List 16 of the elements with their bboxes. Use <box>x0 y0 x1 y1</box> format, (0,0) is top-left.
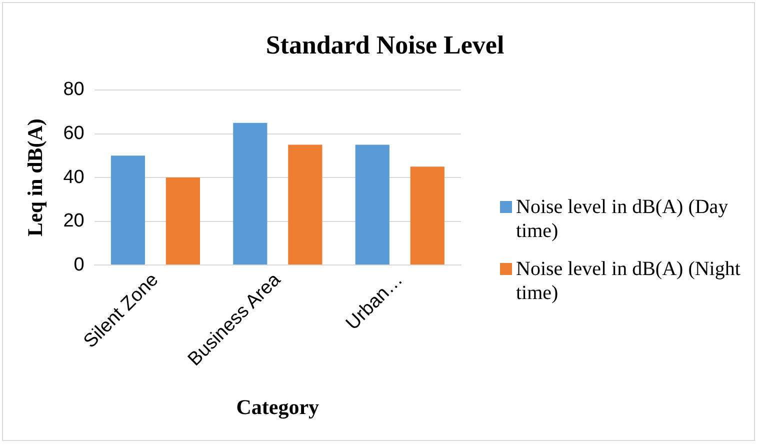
legend-label: Noise level in dB(A) (Day time) <box>516 195 730 243</box>
bar <box>410 166 444 265</box>
y-tick-label: 80 <box>63 79 84 100</box>
chart-title: Standard Noise Level <box>266 30 504 60</box>
bar <box>233 122 268 265</box>
y-axis-title: Leq in dB(A) <box>23 118 48 236</box>
y-tick-label: 60 <box>63 122 84 144</box>
y-tick-label: 20 <box>63 210 84 232</box>
bar <box>355 144 390 265</box>
legend-label: Noise level in dB(A) (Night time) <box>516 257 742 305</box>
x-axis-title: Category <box>236 394 320 419</box>
y-tick-label: 0 <box>74 254 84 276</box>
y-tick-label: 40 <box>63 166 84 188</box>
bar <box>166 178 200 265</box>
bar <box>288 144 322 265</box>
bar <box>110 156 145 265</box>
